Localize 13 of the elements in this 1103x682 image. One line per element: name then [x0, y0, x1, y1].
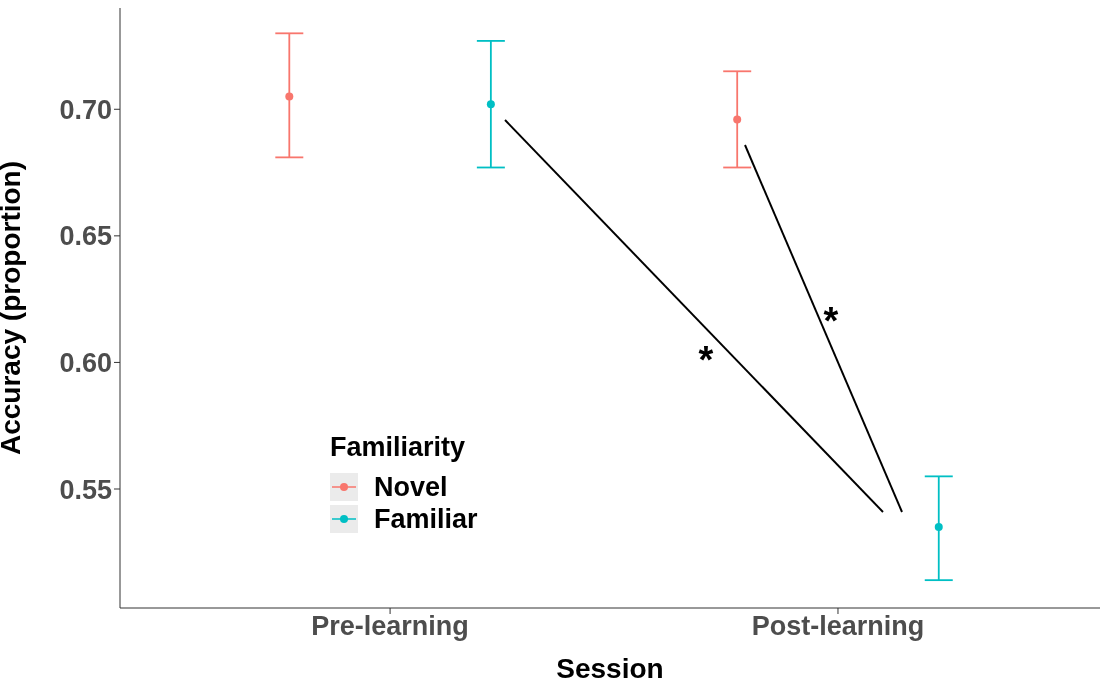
x-tick-label: Post-learning: [751, 611, 925, 642]
legend-title: Familiarity: [330, 432, 467, 463]
y-tick-label: 0.70: [59, 94, 112, 125]
y-tick-label: 0.60: [59, 348, 112, 379]
y-axis-title: Accuracy (proportion): [0, 160, 26, 456]
x-tick-label: Pre-learning: [311, 611, 469, 642]
legend-label: Novel: [374, 471, 448, 503]
annotation: *: [823, 300, 839, 342]
y-tick-label: 0.55: [59, 474, 112, 505]
legend-label: Familiar: [374, 503, 478, 535]
annotation: *: [698, 339, 714, 381]
x-axis-title: Session: [556, 653, 664, 682]
y-tick-label: 0.65: [59, 221, 112, 252]
